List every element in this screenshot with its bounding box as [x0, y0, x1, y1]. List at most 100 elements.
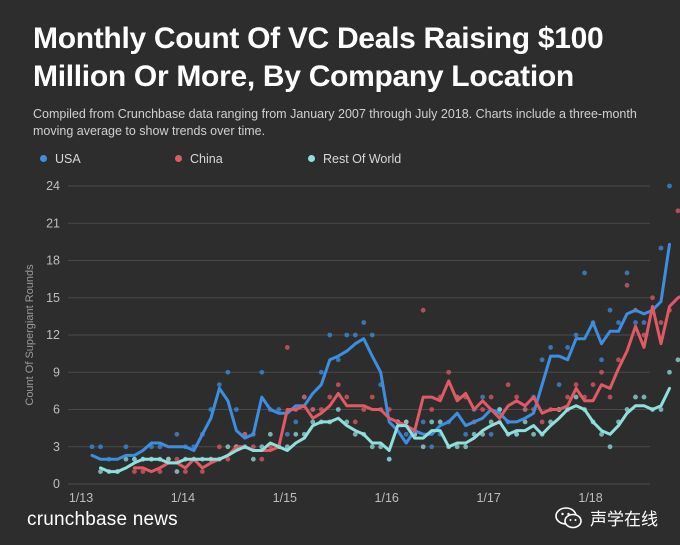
data-point-row	[454, 444, 460, 450]
data-point-row	[633, 394, 638, 400]
data-point-row	[293, 431, 299, 437]
data-point-usa	[624, 270, 630, 276]
data-point-row	[335, 407, 341, 412]
data-point-china	[344, 394, 350, 400]
legend-label-usa: USA	[55, 152, 81, 166]
data-point-row	[174, 469, 180, 474]
data-point-usa	[174, 431, 180, 437]
data-point-usa	[259, 369, 265, 375]
data-point-row	[98, 469, 103, 474]
legend-label-china: China	[190, 152, 223, 166]
data-point-usa	[582, 270, 587, 276]
data-point-usa	[335, 357, 341, 363]
data-point-row	[403, 419, 409, 425]
data-point-china	[446, 369, 452, 375]
data-point-china	[284, 345, 290, 350]
data-point-usa	[573, 332, 579, 338]
data-point-usa	[403, 431, 409, 437]
data-point-row	[667, 369, 672, 375]
data-point-china	[216, 444, 222, 450]
data-point-china	[658, 320, 664, 325]
data-point-usa	[344, 332, 350, 338]
data-point-usa	[539, 357, 545, 363]
data-point-row	[488, 419, 494, 425]
data-point-usa	[89, 444, 95, 450]
chart-legend: USA China Rest Of World	[0, 152, 680, 168]
data-point-row	[166, 456, 171, 462]
legend-item-rest-of-world[interactable]: Rest Of World	[308, 152, 401, 166]
data-point-usa	[488, 431, 494, 437]
y-tick-label: 9	[53, 365, 60, 379]
data-point-china	[301, 394, 307, 400]
legend-item-china[interactable]: China	[175, 152, 223, 166]
legend-marker-usa	[40, 155, 47, 162]
y-tick-label: 18	[46, 254, 60, 268]
y-axis-label: Count Of Supergiant Rounds	[24, 264, 36, 406]
data-point-china	[429, 407, 435, 412]
data-point-china	[488, 394, 494, 400]
data-point-row	[497, 407, 503, 412]
legend-label-rest-of-world: Rest Of World	[323, 152, 402, 166]
data-point-usa	[556, 382, 562, 388]
data-point-china	[225, 456, 231, 462]
data-point-china	[335, 382, 341, 388]
data-point-usa	[327, 332, 333, 338]
data-point-row	[310, 419, 316, 425]
data-point-usa	[284, 431, 290, 437]
data-point-usa	[641, 320, 647, 325]
data-point-usa	[318, 369, 324, 375]
data-point-row	[607, 444, 613, 450]
data-point-row	[522, 419, 528, 425]
data-point-china	[616, 357, 621, 363]
data-point-row	[573, 394, 579, 400]
data-point-usa	[658, 245, 664, 251]
data-point-usa	[233, 407, 239, 412]
data-point-row	[429, 419, 435, 425]
data-point-china	[140, 469, 146, 474]
data-point-china	[565, 394, 570, 400]
data-point-china	[599, 369, 604, 375]
data-point-usa	[548, 345, 553, 350]
data-point-row	[250, 456, 256, 462]
data-point-china	[573, 382, 579, 388]
x-tick-label: 1/15	[273, 491, 297, 505]
data-point-row	[369, 444, 375, 450]
data-point-china	[480, 407, 486, 412]
data-point-china	[420, 307, 426, 313]
data-point-row	[132, 456, 137, 462]
data-point-row	[420, 444, 426, 450]
data-point-china	[522, 407, 528, 412]
data-point-china	[157, 469, 163, 474]
data-point-china	[539, 419, 545, 425]
data-point-china	[624, 282, 630, 288]
data-point-usa	[157, 444, 163, 450]
data-point-china	[590, 382, 596, 388]
data-point-china	[259, 456, 265, 462]
brand-logo: crunchbase news	[27, 509, 178, 530]
data-point-china	[650, 295, 655, 301]
y-tick-label: 3	[53, 440, 60, 454]
data-point-usa	[607, 307, 613, 313]
wechat-icon	[555, 506, 582, 528]
data-point-china	[174, 456, 180, 462]
data-point-china	[132, 469, 137, 474]
data-point-usa	[616, 320, 621, 325]
data-point-china	[183, 469, 188, 474]
data-point-china	[514, 394, 520, 400]
x-tick-label: 1/16	[375, 491, 399, 505]
data-point-row	[225, 444, 231, 450]
data-point-row	[267, 431, 273, 437]
data-point-usa	[565, 345, 570, 350]
data-point-usa	[225, 369, 231, 375]
y-axis-ticks: 0 3 6 9 12 15 18 21 24	[46, 179, 60, 491]
data-point-usa	[599, 357, 604, 363]
y-tick-label: 6	[53, 403, 60, 417]
watermark: 声学在线	[554, 505, 658, 530]
x-axis-ticks: 1/13 1/14 1/15 1/16 1/17 1/18	[69, 491, 603, 505]
data-point-row	[658, 407, 664, 412]
x-tick-label: 1/17	[476, 491, 500, 505]
legend-item-usa[interactable]: USA	[40, 152, 81, 166]
series-line-row	[99, 386, 671, 474]
data-point-row	[531, 431, 536, 437]
